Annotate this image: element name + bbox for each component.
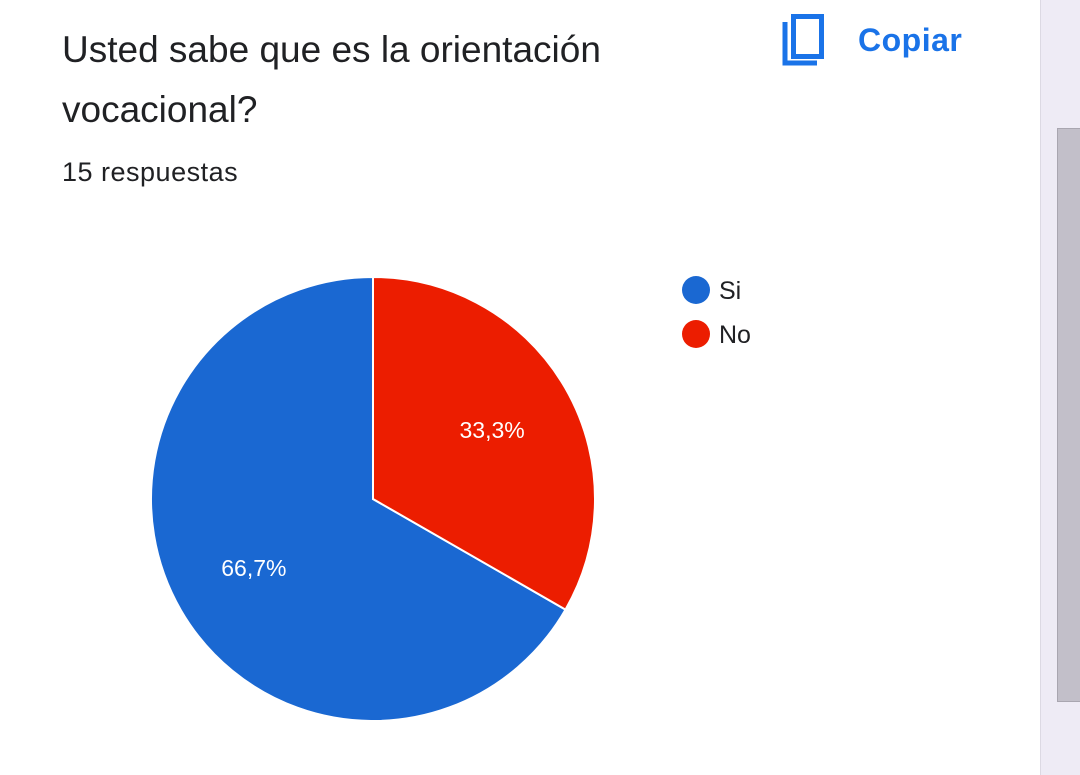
pie-slice-no: [372, 275, 596, 611]
question-title: Usted sabe que es la orientación vocacio…: [62, 29, 601, 130]
legend-marker-si: [682, 276, 710, 304]
side-panel: [1040, 0, 1080, 775]
pie-chart: 66,7% 33,3% Si No: [150, 275, 751, 722]
copy-button[interactable]: Copiar: [780, 10, 962, 70]
legend-marker-no: [682, 320, 710, 348]
chart-card: Usted sabe que es la orientación vocacio…: [62, 10, 962, 722]
legend-label-no: No: [719, 321, 751, 349]
response-count: 15 respuestas: [62, 157, 239, 187]
slice-label-si: 66,7%: [221, 555, 286, 581]
slice-label-no: 33,3%: [460, 417, 525, 443]
legend-label-si: Si: [719, 277, 741, 305]
pie-slice-si: [150, 275, 567, 722]
copy-icon: [782, 14, 824, 66]
copy-label: Copiar: [858, 21, 963, 58]
scrollbar-thumb[interactable]: [1057, 128, 1080, 702]
